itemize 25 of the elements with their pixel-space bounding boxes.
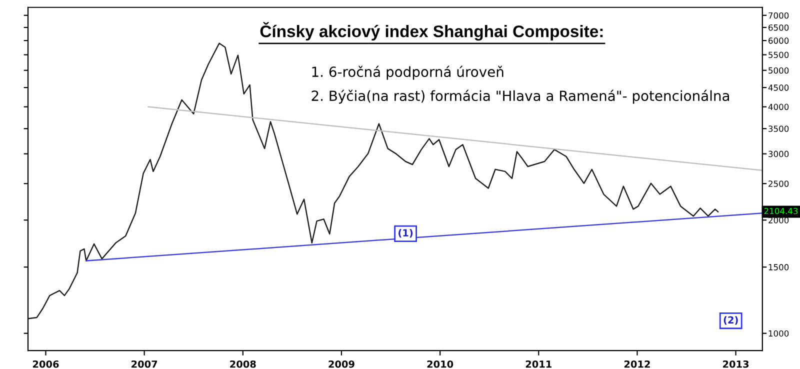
y-tick-label: 7000 xyxy=(768,12,789,19)
y-tick-label: 6500 xyxy=(768,24,789,31)
x-tick-label: 2006 xyxy=(32,360,59,368)
y-tick-label: 3500 xyxy=(768,126,789,132)
y-tick-label: 6000 xyxy=(768,38,789,44)
y-tick-label: 4500 xyxy=(768,84,789,91)
y-tick-label: 1500 xyxy=(768,264,789,270)
annotation: 2104.43 xyxy=(764,208,798,214)
y-tick-label: 5500 xyxy=(768,52,789,58)
x-tick-label: 2012 xyxy=(624,360,650,368)
annotation: (1) xyxy=(398,229,413,238)
text: Čínsky akciový index Shanghai Composite: xyxy=(260,22,603,41)
annotation: (2) xyxy=(724,316,738,325)
x-tick-label: 2009 xyxy=(328,360,354,368)
text: 1. 6-ročná podporná úroveň 2. Býčia(na rast) formácia "Hlava a Ramená"- potencionálna xyxy=(312,66,730,104)
y-tick-label: 1000 xyxy=(768,330,789,337)
x-tick-label: 2010 xyxy=(427,360,454,368)
y-tick-label: 3000 xyxy=(768,150,789,158)
x-tick-label: 2007 xyxy=(132,360,158,368)
x-tick-label: 2013 xyxy=(723,360,749,368)
x-tick-label: 2008 xyxy=(230,360,256,368)
y-tick-label: 4000 xyxy=(768,104,789,110)
y-tick-label: 2500 xyxy=(768,180,789,187)
x-tick-label: 2011 xyxy=(526,360,552,368)
y-tick-label: 5000 xyxy=(768,67,789,74)
